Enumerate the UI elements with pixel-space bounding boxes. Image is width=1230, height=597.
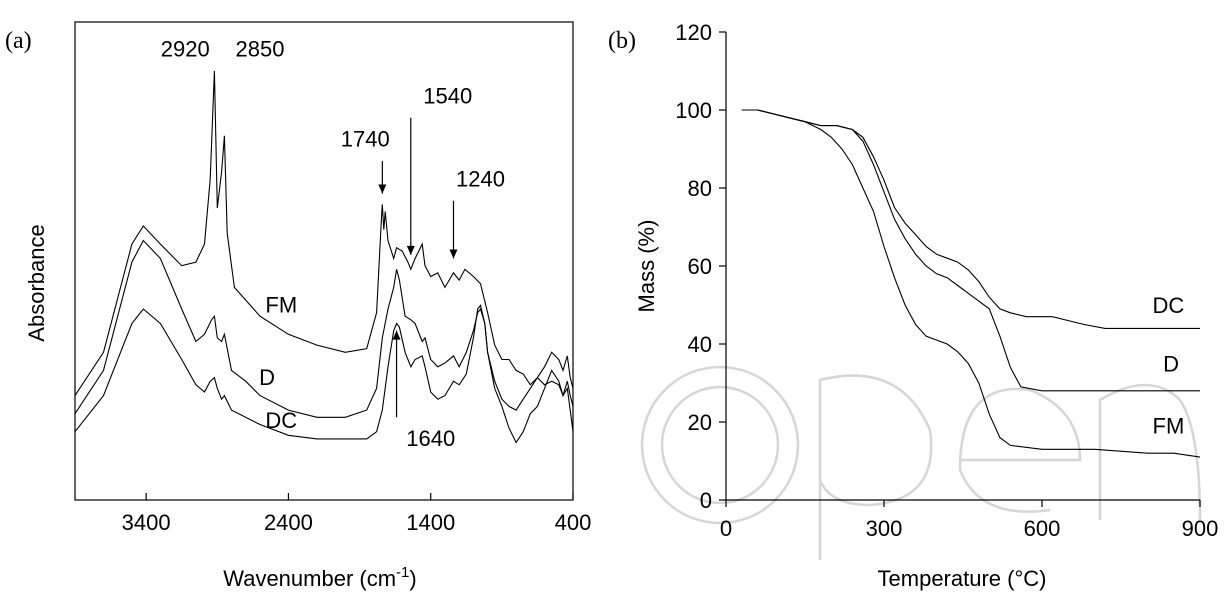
panel-b-y-axis-title: Mass (%)	[634, 220, 659, 313]
panel-a-arrow-head	[392, 330, 401, 340]
panel-b-series-labels: DC D FM	[1153, 293, 1185, 439]
watermark-logo	[640, 365, 1202, 560]
panel-a-peak-label: 1240	[456, 166, 505, 191]
panel-a-curves	[74, 70, 574, 444]
panel-b-series-label: D	[1163, 351, 1179, 376]
panel-b-x-tick-label: 900	[1182, 516, 1219, 541]
panel-a-series-labels: FM D DC	[259, 293, 297, 433]
panel-b-series-label: DC	[1153, 293, 1185, 318]
panel-a: (a) Absorbance Wavenumber (cm-1) 3400 240…	[5, 21, 592, 591]
panel-a-y-axis-title: Absorbance	[24, 224, 49, 341]
panel-a-series-line-dc	[74, 304, 574, 444]
panel-b-ticks: 0 300 600 900 0 20 40 60 80 100 120	[675, 20, 1218, 541]
panel-b-x-tick-label: 600	[1024, 516, 1061, 541]
panel-b-series-label: FM	[1153, 414, 1185, 439]
panel-a-peak-label: 1540	[423, 83, 472, 108]
panel-a-annotations: 2920 2850 1740 1540 1240 1640	[161, 36, 505, 451]
panel-a-x-axis-title: Wavenumber (cm-1)	[223, 564, 416, 591]
panel-b-curves	[741, 109, 1201, 458]
panel-b-y-tick-label: 60	[688, 254, 712, 279]
panel-a-x-tick-label: 3400	[122, 510, 171, 535]
panel-b: (b) Mass (%) Temperature (°C) 0 300 600 900…	[608, 20, 1218, 591]
panel-b-y-tick-label: 0	[700, 488, 712, 513]
panel-b-x-tick-label: 300	[866, 516, 903, 541]
panel-a-x-tick-label: 2400	[264, 510, 313, 535]
panel-a-peak-label: 1740	[341, 127, 390, 152]
panel-a-peak-label: 2920	[161, 36, 210, 61]
panel-b-x-axis-title: Temperature (°C)	[878, 566, 1047, 591]
panel-a-series-line-d	[74, 239, 574, 418]
panel-b-y-tick-label: 20	[688, 410, 712, 435]
panel-a-series-label: FM	[265, 293, 297, 318]
panel-a-peak-label: 1640	[406, 426, 455, 451]
panel-a-arrow-head	[449, 249, 458, 259]
panel-a-series-line-fm	[74, 70, 574, 396]
panel-b-y-tick-label: 80	[688, 176, 712, 201]
panel-a-label: (a)	[5, 28, 32, 54]
panel-a-frame	[74, 21, 574, 501]
panel-a-arrow-head	[378, 184, 387, 194]
panel-b-y-tick-label: 40	[688, 332, 712, 357]
panel-b-y-tick-label: 100	[675, 98, 712, 123]
panel-b-y-tick-label: 120	[675, 20, 712, 45]
panel-a-series-label: DC	[265, 408, 297, 433]
panel-a-series-label: D	[259, 365, 275, 390]
panel-b-series-line-d	[741, 109, 1200, 392]
panel-b-label: (b)	[608, 28, 636, 54]
panel-a-x-tick-label: 1400	[406, 510, 455, 535]
panel-a-peak-label: 2850	[235, 36, 284, 61]
panel-b-x-tick-label: 0	[720, 516, 732, 541]
panel-a-x-tick-label: 400	[555, 510, 592, 535]
panel-a-arrow-head	[406, 245, 415, 255]
panel-a-ticks: 3400 2400 1400 400	[122, 493, 592, 535]
panel-b-series-line-fm	[741, 109, 1201, 458]
